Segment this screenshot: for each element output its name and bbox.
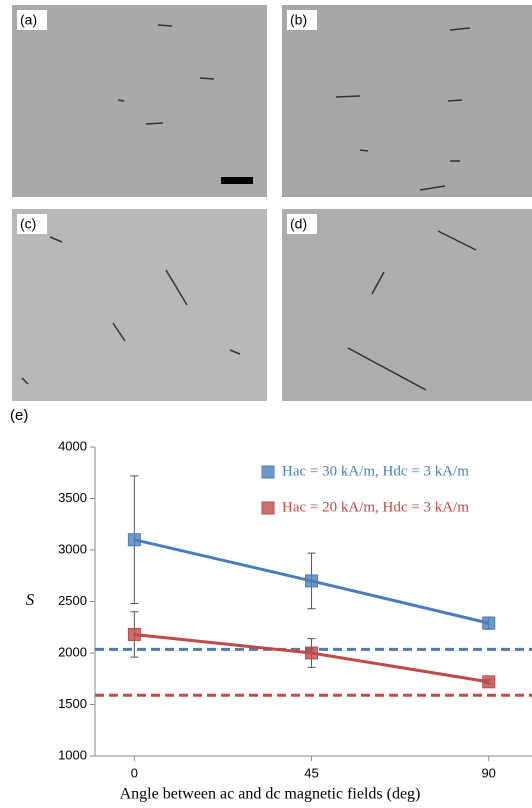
x-tick-label: 0 [131, 765, 138, 780]
legend-marker [262, 466, 274, 478]
y-axis-label: S [26, 590, 35, 609]
marker [128, 534, 140, 546]
legend-label: Hac = 20 kA/m, Hdc = 3 kA/m [282, 499, 469, 515]
x-tick-label: 45 [304, 765, 318, 780]
panel-label: (d) [290, 216, 307, 232]
scale-bar [221, 177, 253, 184]
panel-a [12, 5, 267, 197]
panel-b [282, 5, 532, 197]
micrographs: (a) (b) (c) (d) [12, 5, 532, 401]
panel-d [282, 209, 532, 401]
marker [483, 617, 495, 629]
y-tick-label: 3500 [58, 490, 87, 505]
y-tick-label: 1500 [58, 696, 87, 711]
panel-label: (b) [290, 12, 307, 28]
panel-label: (a) [20, 12, 37, 28]
legend-marker [262, 502, 274, 514]
marker [306, 575, 318, 587]
figure: (a) (b) (c) (d) (e) Angle between ac and… [0, 0, 532, 808]
x-axis-label: Angle between ac and dc magnetic fields … [120, 786, 421, 803]
y-tick-label: 1000 [58, 747, 87, 762]
y-tick-label: 2000 [58, 644, 87, 659]
chart-label: (e) [10, 407, 28, 424]
y-tick-label: 3000 [58, 541, 87, 556]
panel-label: (c) [20, 216, 36, 232]
marker [483, 676, 495, 688]
x-tick-label: 90 [481, 765, 495, 780]
y-tick-label: 2500 [58, 593, 87, 608]
legend-label: Hac = 30 kA/m, Hdc = 3 kA/m [282, 463, 469, 479]
marker [306, 647, 318, 659]
y-tick-label: 4000 [58, 438, 87, 453]
marker [128, 628, 140, 640]
